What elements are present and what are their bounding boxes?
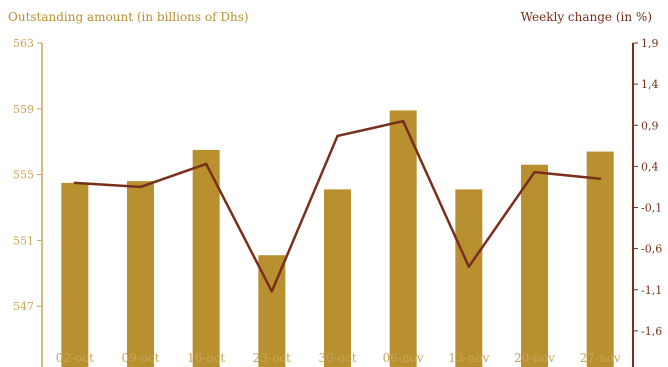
category-label: 06-nov	[383, 351, 424, 365]
axes-layer: 5435475515555595631,91,40,90,4-0,1-0,6-1…	[13, 37, 662, 367]
bar-30-oct	[324, 189, 351, 367]
right-tick-label: 1,4	[641, 78, 659, 91]
category-label: 23-oct	[253, 351, 291, 365]
bar-20-nov	[521, 164, 548, 367]
left-axis-title: Outstanding amount (in billions of Dhs)	[8, 10, 249, 24]
left-tick-label: 563	[13, 37, 34, 50]
right-axis-title: Weekly change (in %)	[520, 10, 652, 24]
bar-16-oct	[192, 149, 220, 367]
bar-02-oct	[61, 182, 89, 367]
line-point-23-oct	[270, 290, 274, 293]
left-tick-label: 551	[13, 234, 34, 247]
line-point-06-nov	[401, 119, 405, 123]
right-tick-label: 0,9	[641, 119, 659, 132]
category-label: 02-oct	[56, 351, 94, 365]
bar-06-nov	[389, 110, 417, 367]
left-tick-label: 547	[13, 300, 34, 313]
category-label: 30-oct	[318, 351, 356, 365]
right-tick-label: -0,1	[641, 202, 662, 215]
line-point-09-oct	[139, 185, 142, 189]
line-layer	[73, 119, 602, 293]
left-tick-label: 555	[13, 169, 34, 182]
bars-layer	[61, 110, 614, 367]
line-point-20-nov	[533, 170, 536, 174]
line-point-16-oct	[204, 162, 208, 166]
right-tick-label: -1,1	[641, 284, 662, 297]
right-tick-label: 0,4	[641, 160, 659, 173]
category-label: 09-oct	[121, 351, 159, 365]
right-tick-label: -0,6	[641, 243, 662, 256]
bar-27-nov	[586, 151, 614, 367]
category-label: 13-nov	[448, 351, 489, 365]
right-tick-label: 1,9	[641, 37, 659, 50]
left-tick-label: 559	[13, 103, 34, 116]
category-label: 20-nov	[514, 351, 555, 365]
line-point-27-nov	[598, 177, 602, 180]
line-point-02-oct	[73, 181, 77, 185]
right-tick-label: -1,6	[641, 325, 662, 338]
line-point-30-oct	[336, 134, 339, 138]
category-label: 16-oct	[187, 351, 225, 365]
line-point-13-nov	[467, 265, 471, 268]
category-label: 27-nov	[580, 351, 621, 365]
bar-13-nov	[455, 189, 483, 367]
bar-09-oct	[127, 181, 154, 367]
